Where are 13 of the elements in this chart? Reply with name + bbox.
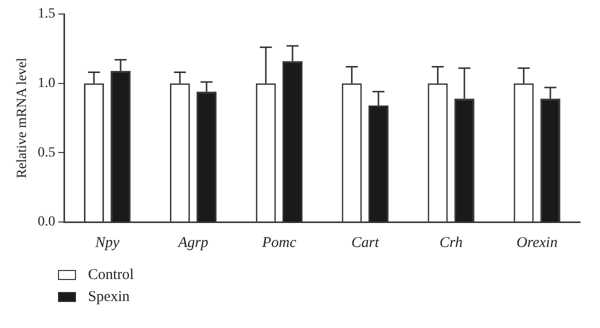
- x-tick-label: Crh: [440, 234, 463, 251]
- x-tick-label: Cart: [351, 234, 380, 251]
- x-tick-label: Agrp: [177, 234, 209, 251]
- x-tick-label: Orexin: [516, 234, 558, 251]
- y-axis-title: Relative mRNA level: [15, 58, 30, 178]
- x-tick-label: Pomc: [261, 234, 297, 251]
- y-tick-label: 1.5: [38, 6, 56, 22]
- legend-label: Spexin: [88, 288, 130, 306]
- y-tick-label: 0.0: [38, 214, 56, 230]
- text: Control: [88, 266, 134, 284]
- y-tick-label: 0.5: [38, 145, 56, 160]
- x-tick-label: Npy: [94, 234, 120, 251]
- y-tick-label: 1.0: [38, 76, 56, 92]
